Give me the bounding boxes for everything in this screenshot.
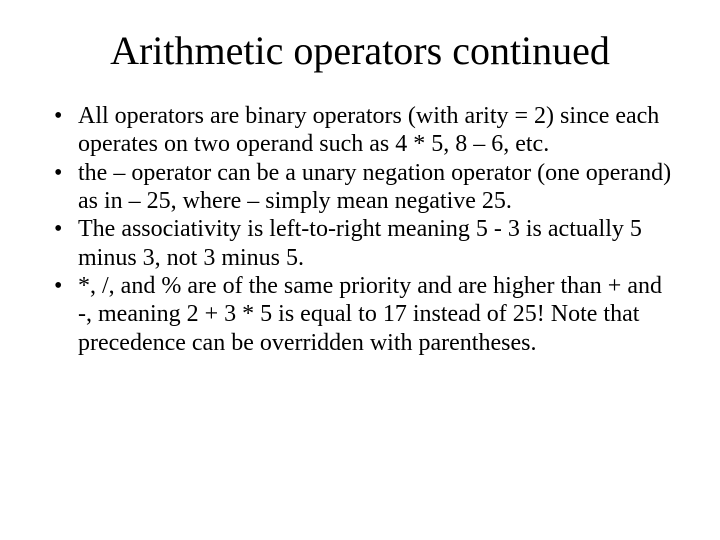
bullet-text: the – operator can be a unary negation o… <box>78 160 671 214</box>
bullet-list: All operators are binary operators (with… <box>48 102 672 357</box>
bullet-text: *, /, and % are of the same priority and… <box>78 273 662 356</box>
list-item: the – operator can be a unary negation o… <box>54 159 672 216</box>
list-item: The associativity is left-to-right meani… <box>54 215 672 272</box>
slide-title: Arithmetic operators continued <box>48 28 672 74</box>
bullet-text: The associativity is left-to-right meani… <box>78 216 642 270</box>
bullet-text: All operators are binary operators (with… <box>78 103 659 157</box>
list-item: *, /, and % are of the same priority and… <box>54 272 672 357</box>
slide: Arithmetic operators continued All opera… <box>0 0 720 540</box>
list-item: All operators are binary operators (with… <box>54 102 672 159</box>
